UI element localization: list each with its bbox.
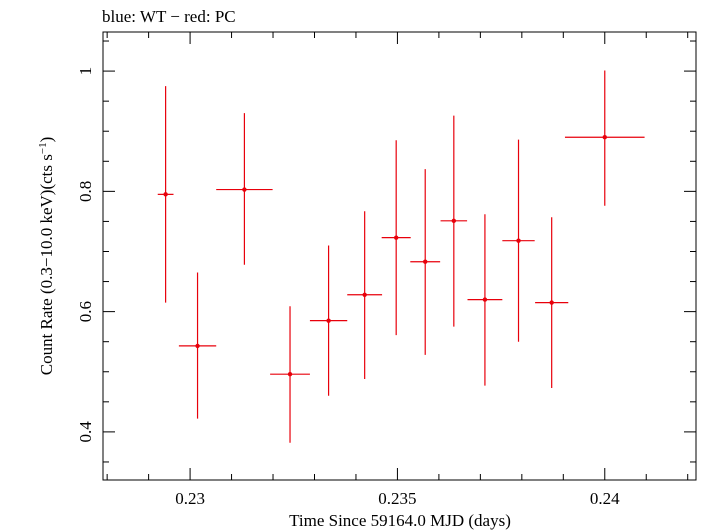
point-marker — [602, 135, 607, 140]
point-marker — [482, 297, 488, 302]
x-tick-label: 0.23 — [175, 489, 205, 508]
point-marker — [242, 187, 247, 192]
point-marker — [326, 318, 331, 323]
point-marker — [451, 218, 457, 224]
point-marker — [423, 259, 428, 264]
data-point — [410, 169, 441, 355]
y-axis-label-close: ) — [37, 137, 56, 143]
data-point — [535, 217, 569, 388]
data-points — [157, 70, 645, 443]
y-axis-label-sup: −1 — [37, 142, 49, 154]
point-marker — [195, 343, 200, 349]
axis-ticks — [103, 32, 696, 480]
point-marker — [163, 192, 168, 197]
x-tick-label: 0.24 — [590, 489, 620, 508]
y-tick-label: 0.4 — [76, 421, 95, 443]
y-axis-label-main: Count Rate (0.3−10.0 keV)(cts s — [37, 154, 56, 375]
tick-labels: 0.23 0.235 0.24 0.4 0.6 0.8 1 — [76, 67, 620, 508]
data-point — [381, 140, 411, 336]
data-point — [270, 306, 310, 443]
data-point — [502, 139, 535, 342]
x-axis-label: Time Since 59164.0 MJD (days) — [289, 511, 511, 530]
y-axis-label: Count Rate (0.3−10.0 keV)(cts s−1) — [37, 137, 56, 376]
y-tick-label: 0.8 — [76, 181, 95, 202]
x-tick-label: 0.235 — [378, 489, 416, 508]
data-point — [347, 211, 383, 379]
y-tick-label: 0.6 — [76, 301, 95, 322]
data-point — [178, 272, 217, 419]
point-marker — [362, 292, 367, 297]
chart-title: blue: WT − red: PC — [102, 7, 236, 26]
point-marker — [287, 371, 293, 377]
data-point — [157, 86, 174, 303]
data-point — [216, 113, 273, 265]
point-marker — [393, 235, 399, 240]
data-point — [440, 115, 468, 327]
plot-frame — [102, 31, 697, 481]
point-marker — [516, 238, 521, 243]
y-tick-label: 1 — [76, 67, 95, 76]
data-point — [309, 245, 348, 396]
data-point — [467, 214, 503, 386]
point-marker — [549, 300, 554, 305]
data-point — [564, 70, 645, 206]
